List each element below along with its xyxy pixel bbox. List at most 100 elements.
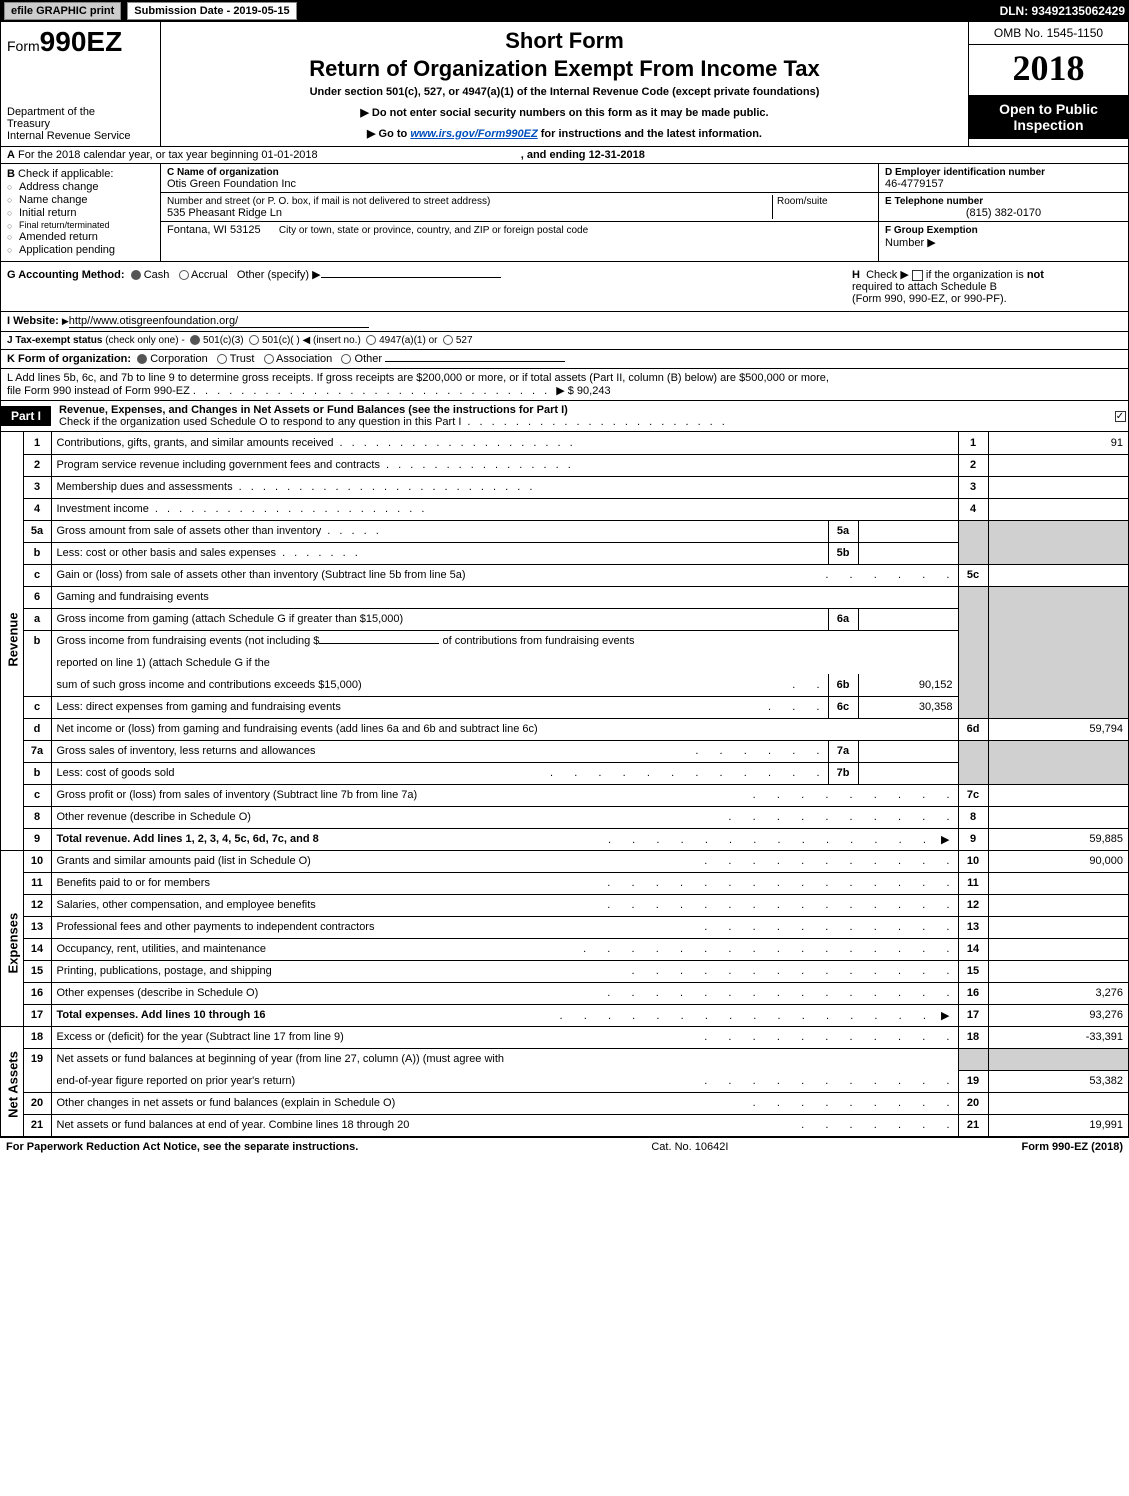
b-check-if: Check if applicable: [18,168,113,180]
form-990ez: 990EZ [40,26,123,57]
h-check-block: H Check ▶ if the organization is not req… [852,268,1122,305]
radio-other[interactable] [341,354,351,364]
line-9-value: 59,885 [988,828,1128,850]
radio-cash[interactable] [131,270,141,280]
table-row: 7a Gross sales of inventory, less return… [1,740,1128,762]
part-i-title: Revenue, Expenses, and Changes in Net As… [51,401,1112,431]
row-a: A For the 2018 calendar year, or tax yea… [0,147,1129,164]
table-row: d Net income or (loss) from gaming and f… [1,718,1128,740]
radio-4947[interactable] [366,335,376,345]
radio-accrual[interactable] [179,270,189,280]
cell-group-exemption: F Group Exemption Number ▶ [879,222,1128,261]
room-suite-label: Room/suite [777,196,828,207]
h-checkbox[interactable] [912,270,923,281]
line-21-value: 19,991 [988,1114,1128,1136]
line-10-value: 90,000 [988,850,1128,872]
cell-address: Number and street (or P. O. box, if mail… [161,193,878,222]
table-row: 15 Printing, publications, postage, and … [1,960,1128,982]
cell-phone: E Telephone number (815) 382-0170 [879,193,1128,222]
line-6b-value: 90,152 [858,674,958,696]
top-bar: efile GRAPHIC print Submission Date - 20… [0,0,1129,22]
form-number: Form990EZ [7,26,154,58]
city-value: Fontana, WI 53125 [167,224,261,236]
line-1-value: 91 [988,432,1128,454]
form-rev: Form 990-EZ (2018) [1021,1141,1123,1153]
chk-address-change[interactable]: Address change [7,181,154,193]
table-row: Expenses 10 Grants and similar amounts p… [1,850,1128,872]
row-k-org-form: K Form of organization: Corporation Trus… [0,350,1129,369]
cell-org-name: C Name of organization Otis Green Founda… [161,164,878,193]
arrow-note-1: ▶ Do not enter social security numbers o… [171,106,958,119]
table-row: c Gain or (loss) from sale of assets oth… [1,564,1128,586]
row-a-letter: A [7,149,15,161]
chk-amended-return[interactable]: Amended return [7,231,154,243]
line-6d-value: 59,794 [988,718,1128,740]
arrow-icon: ▶ [62,316,69,326]
department-block: Department of the Treasury Internal Reve… [7,106,154,142]
tax-year: 2018 [969,45,1128,95]
paperwork-notice: For Paperwork Reduction Act Notice, see … [6,1141,358,1153]
table-row: 12 Salaries, other compensation, and emp… [1,894,1128,916]
table-row: 21 Net assets or fund balances at end of… [1,1114,1128,1136]
arrow-note-2: ▶ Go to www.irs.gov/Form990EZ for instru… [171,127,958,140]
netassets-side-label: Net Assets [1,1026,23,1136]
irs-link[interactable]: www.irs.gov/Form990EZ [410,128,537,140]
submission-date: Submission Date - 2019-05-15 [127,2,296,20]
ein-value: 46-4779157 [885,178,944,190]
arrow-icon: ▶ [927,237,935,249]
chk-initial-return[interactable]: Initial return [7,207,154,219]
efile-print-button[interactable]: efile GRAPHIC print [4,2,121,20]
table-row: 14 Occupancy, rent, utilities, and maint… [1,938,1128,960]
dept-line1: Department of the [7,106,154,118]
row-a-text: For the 2018 calendar year, or tax year … [18,149,318,161]
col-c: C Name of organization Otis Green Founda… [161,164,878,261]
cell-ein: D Employer identification number 46-4779… [879,164,1128,193]
table-row: 9 Total revenue. Add lines 1, 2, 3, 4, 5… [1,828,1128,850]
table-row: 17 Total expenses. Add lines 10 through … [1,1004,1128,1026]
table-row: 11 Benefits paid to or for members . . .… [1,872,1128,894]
lines-table: Revenue 1 Contributions, gifts, grants, … [1,432,1128,1137]
phone-value: (815) 382-0170 [885,207,1122,219]
omb-number: OMB No. 1545-1150 [969,22,1128,45]
radio-527[interactable] [443,335,453,345]
table-row: 5a Gross amount from sale of assets othe… [1,520,1128,542]
b-label: B [7,168,15,180]
accounting-method: G Accounting Method: Cash Accrual Other … [7,268,501,305]
chk-name-change[interactable]: Name change [7,194,154,206]
table-row: 3 Membership dues and assessments . . . … [1,476,1128,498]
website-value: http//www.otisgreenfoundation.org/ [69,315,369,328]
part-i-header: Part I Revenue, Expenses, and Changes in… [0,401,1129,432]
dept-line2: Treasury [7,118,154,130]
row-l-gross-receipts: L Add lines 5b, 6c, and 7b to line 9 to … [0,369,1129,401]
open-to-public: Open to Public Inspection [969,95,1128,139]
part-i-tab: Part I [1,406,51,426]
chk-final-return[interactable]: Final return/terminated [7,220,154,230]
row-b-block: B Check if applicable: Address change Na… [0,164,1129,262]
table-row: Net Assets 18 Excess or (deficit) for th… [1,1026,1128,1048]
radio-corporation[interactable] [137,354,147,364]
schedule-o-checkbox[interactable] [1115,411,1126,422]
table-row: c Gross profit or (loss) from sales of i… [1,784,1128,806]
table-row: Revenue 1 Contributions, gifts, grants, … [1,432,1128,454]
form-prefix: Form [7,38,40,54]
radio-501c[interactable] [249,335,259,345]
lines-table-wrapper: Revenue 1 Contributions, gifts, grants, … [0,432,1129,1138]
chk-application-pending[interactable]: Application pending [7,244,154,256]
line-16-value: 3,276 [988,982,1128,1004]
row-gh: G Accounting Method: Cash Accrual Other … [0,262,1129,312]
table-row: 16 Other expenses (describe in Schedule … [1,982,1128,1004]
radio-501c3[interactable] [190,335,200,345]
header-left: Form990EZ Department of the Treasury Int… [1,22,161,146]
address-value: 535 Pheasant Ridge Ln [167,207,282,219]
line-6c-value: 30,358 [858,696,958,718]
row-a-ending: , and ending 12-31-2018 [521,149,645,161]
expenses-side-label: Expenses [1,850,23,1026]
form-header: Form990EZ Department of the Treasury Int… [0,22,1129,147]
table-row: 19 Net assets or fund balances at beginn… [1,1048,1128,1070]
radio-trust[interactable] [217,354,227,364]
line-19-value: 53,382 [988,1070,1128,1092]
line-17-value: 93,276 [988,1004,1128,1026]
header-right: OMB No. 1545-1150 2018 Open to Public In… [968,22,1128,146]
table-row: 8 Other revenue (describe in Schedule O)… [1,806,1128,828]
radio-association[interactable] [264,354,274,364]
